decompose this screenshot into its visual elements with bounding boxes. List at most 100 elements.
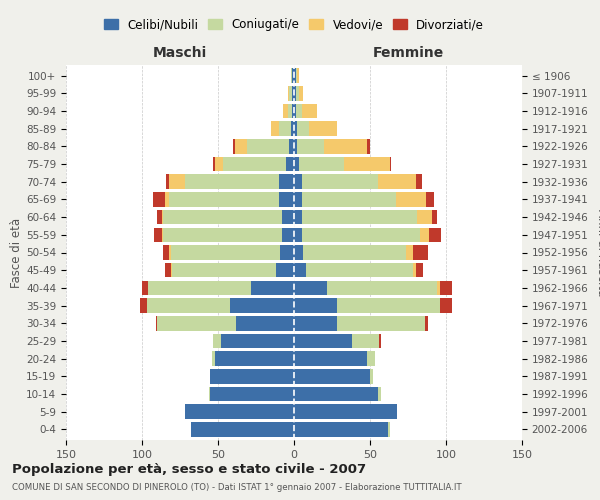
Bar: [292, 104, 294, 118]
Bar: [294, 157, 391, 172]
Bar: [294, 404, 397, 419]
Bar: [223, 157, 294, 172]
Bar: [221, 334, 294, 348]
Text: Femmine: Femmine: [373, 46, 443, 60]
Bar: [294, 192, 434, 206]
Bar: [294, 86, 296, 101]
Bar: [157, 316, 294, 330]
Bar: [294, 369, 373, 384]
Bar: [247, 139, 294, 154]
Bar: [294, 228, 429, 242]
Bar: [294, 245, 413, 260]
Bar: [251, 280, 294, 295]
Bar: [209, 387, 294, 402]
Bar: [294, 228, 302, 242]
Bar: [212, 352, 294, 366]
Bar: [140, 298, 294, 313]
Bar: [294, 139, 367, 154]
Bar: [215, 352, 294, 366]
Bar: [294, 174, 416, 189]
Bar: [294, 210, 302, 224]
Bar: [294, 404, 397, 419]
Bar: [294, 174, 302, 189]
Bar: [191, 422, 294, 436]
Bar: [212, 352, 294, 366]
Bar: [148, 280, 294, 295]
Bar: [294, 387, 380, 402]
Bar: [230, 298, 294, 313]
Bar: [211, 369, 294, 384]
Bar: [294, 369, 373, 384]
Bar: [294, 174, 422, 189]
Y-axis label: Anni di nascita: Anni di nascita: [595, 209, 600, 296]
Text: Popolazione per età, sesso e stato civile - 2007: Popolazione per età, sesso e stato civil…: [12, 462, 366, 475]
Bar: [157, 316, 294, 330]
Bar: [294, 263, 413, 278]
Bar: [294, 68, 299, 83]
Bar: [294, 369, 373, 384]
Bar: [289, 139, 294, 154]
Bar: [211, 369, 294, 384]
Bar: [294, 104, 302, 118]
Bar: [214, 157, 294, 172]
Bar: [286, 157, 294, 172]
Bar: [294, 316, 428, 330]
Bar: [279, 174, 294, 189]
Bar: [294, 334, 380, 348]
Bar: [294, 298, 452, 313]
Bar: [294, 157, 344, 172]
Text: Maschi: Maschi: [153, 46, 207, 60]
Bar: [165, 192, 294, 206]
Bar: [171, 245, 294, 260]
Bar: [294, 352, 374, 366]
Bar: [294, 139, 297, 154]
Bar: [235, 139, 294, 154]
Bar: [280, 245, 294, 260]
Bar: [215, 157, 294, 172]
Bar: [292, 68, 294, 83]
Bar: [154, 228, 294, 242]
Bar: [294, 280, 437, 295]
Bar: [279, 192, 294, 206]
Bar: [294, 280, 328, 295]
Bar: [294, 192, 426, 206]
Bar: [294, 139, 370, 154]
Bar: [191, 422, 294, 436]
Bar: [171, 263, 294, 278]
Bar: [211, 369, 294, 384]
Bar: [288, 86, 294, 101]
Bar: [163, 210, 294, 224]
Bar: [294, 157, 390, 172]
Bar: [294, 334, 379, 348]
Bar: [166, 174, 294, 189]
Bar: [214, 334, 294, 348]
Bar: [294, 298, 440, 313]
Bar: [294, 422, 390, 436]
Bar: [294, 157, 299, 172]
Bar: [294, 422, 390, 436]
Bar: [294, 316, 425, 330]
Bar: [294, 228, 442, 242]
Bar: [294, 334, 379, 348]
Bar: [155, 316, 294, 330]
Bar: [211, 369, 294, 384]
Bar: [294, 422, 390, 436]
Bar: [294, 68, 297, 83]
Bar: [279, 122, 294, 136]
Bar: [212, 352, 294, 366]
Bar: [294, 245, 303, 260]
Bar: [294, 422, 388, 436]
Bar: [209, 387, 294, 402]
Bar: [294, 280, 452, 295]
Y-axis label: Fasce di età: Fasce di età: [10, 218, 23, 288]
Bar: [294, 104, 317, 118]
Bar: [294, 192, 396, 206]
Bar: [152, 192, 294, 206]
Bar: [294, 387, 380, 402]
Bar: [294, 192, 302, 206]
Bar: [163, 228, 294, 242]
Bar: [294, 352, 374, 366]
Bar: [292, 86, 294, 101]
Bar: [294, 263, 423, 278]
Bar: [282, 210, 294, 224]
